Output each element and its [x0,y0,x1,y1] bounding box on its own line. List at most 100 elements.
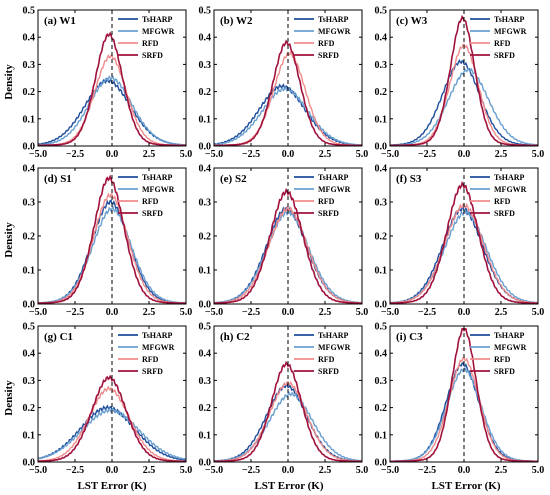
legend-label-srfd: SRFD [318,209,339,218]
x-tick-label: 2.5 [495,465,508,476]
legend-label-tsharp: TsHARP [318,15,348,24]
panel-6: −5.0 −2.5 0.0 2.5 5.0 0.0 0.1 0.2 0.3 0.4 (f) S3 Ts… [375,164,545,319]
legend-label-mfgwr: MFGWR [142,27,175,36]
series-line-rfd [214,381,362,462]
series-group [214,187,362,304]
series-line-mfgwr [390,67,538,146]
legend-label-mfgwr: MFGWR [142,185,175,194]
y-tick-label: 0.5 [199,6,212,17]
series-line-srfd [214,360,362,462]
y-tick-label: 0.3 [23,376,36,387]
legend: TsHARP MFGWR RFD SRFD [470,173,527,218]
y-tick-label: 0.3 [23,198,36,209]
y-tick-label: 0.1 [23,114,36,125]
legend: TsHARP MFGWR RFD SRFD [294,331,351,376]
series-group [390,181,538,304]
y-tick-label: 0.2 [23,87,36,98]
y-tick-label: 0.0 [375,142,388,153]
legend: TsHARP MFGWR RFD SRFD [118,331,175,376]
y-tick-label: 0.2 [375,232,388,243]
x-tick-label: −2.5 [242,149,260,160]
y-tick-label: 0.3 [375,198,388,209]
panel-title: (e) S2 [220,173,247,185]
y-tick-label: 0.0 [375,300,388,311]
series-line-tsharp [214,383,362,462]
x-tick-label: 5.0 [180,307,193,318]
y-tick-label: 0.3 [375,376,388,387]
x-tick-label: 0.0 [106,149,119,160]
y-tick-label: 0.4 [375,349,388,360]
y-tick-label: 0.4 [199,349,212,360]
x-tick-label: 0.0 [282,465,295,476]
x-tick-label: 5.0 [180,149,193,160]
legend-label-srfd: SRFD [494,209,515,218]
legend-label-srfd: SRFD [318,51,339,60]
series-line-tsharp [390,58,538,146]
series-line-srfd [214,187,362,304]
legend-label-tsharp: TsHARP [142,15,172,24]
y-tick-label: 0.5 [199,322,212,333]
series-line-srfd [390,181,538,304]
y-tick-label: 0.2 [375,87,388,98]
legend-label-mfgwr: MFGWR [318,185,351,194]
y-tick-label: 0.0 [199,458,212,469]
legend: TsHARP MFGWR RFD SRFD [294,173,351,218]
series-line-srfd [214,39,362,146]
legend-label-srfd: SRFD [494,51,515,60]
y-tick-label: 0.4 [23,349,36,360]
y-tick-label: 0.0 [199,142,212,153]
legend: TsHARP MFGWR RFD SRFD [470,331,527,376]
legend-label-tsharp: TsHARP [494,15,524,24]
xlabel-col2: LST Error (K) [254,480,323,492]
legend: TsHARP MFGWR RFD SRFD [118,15,175,60]
legend-label-mfgwr: MFGWR [494,185,527,194]
series-line-mfgwr [38,205,186,304]
y-tick-label: 0.5 [23,6,36,17]
x-tick-label: 0.0 [106,465,119,476]
y-tick-label: 0.2 [199,232,212,243]
y-tick-label: 0.4 [375,164,388,175]
x-tick-label: 0.0 [458,465,471,476]
x-tick-label: 2.5 [143,465,156,476]
legend-label-rfd: RFD [142,197,159,206]
x-tick-label: −2.5 [418,307,436,318]
x-tick-label: −5.0 [381,307,399,318]
y-tick-label: 0.2 [199,403,212,414]
x-tick-label: −5.0 [381,149,399,160]
x-tick-label: 0.0 [458,149,471,160]
legend-label-srfd: SRFD [142,51,163,60]
x-tick-label: 0.0 [282,149,295,160]
x-tick-label: −2.5 [66,465,84,476]
x-tick-label: −5.0 [29,465,47,476]
legend-label-srfd: SRFD [142,209,163,218]
y-tick-label: 0.2 [199,87,212,98]
panel-5: −5.0 −2.5 0.0 2.5 5.0 0.0 0.1 0.2 0.3 0.4 (e) S2 Ts… [199,164,369,319]
ylabel-row1: Density [3,64,15,100]
y-tick-label: 0.1 [375,114,388,125]
legend-label-tsharp: TsHARP [318,331,348,340]
x-tick-label: −2.5 [242,307,260,318]
y-tick-label: 0.1 [199,114,212,125]
series-group [38,374,186,462]
legend-label-mfgwr: MFGWR [318,343,351,352]
x-tick-label: 5.0 [532,465,545,476]
x-tick-label: −2.5 [418,465,436,476]
x-tick-label: 5.0 [356,307,369,318]
series-line-rfd [38,385,186,462]
y-tick-label: 0.1 [23,266,36,277]
legend-label-rfd: RFD [318,197,335,206]
legend-label-tsharp: TsHARP [494,173,524,182]
legend-label-tsharp: TsHARP [494,331,524,340]
legend-label-rfd: RFD [494,197,511,206]
legend-label-rfd: RFD [494,39,511,48]
x-tick-label: −5.0 [205,307,223,318]
legend-label-mfgwr: MFGWR [142,343,175,352]
y-tick-label: 0.0 [199,300,212,311]
x-tick-label: 2.5 [143,307,156,318]
legend-label-srfd: SRFD [142,367,163,376]
y-tick-label: 0.2 [375,403,388,414]
xlabel-col3: LST Error (K) [431,480,500,492]
y-tick-label: 0.0 [23,458,36,469]
y-tick-label: 0.4 [23,33,36,44]
